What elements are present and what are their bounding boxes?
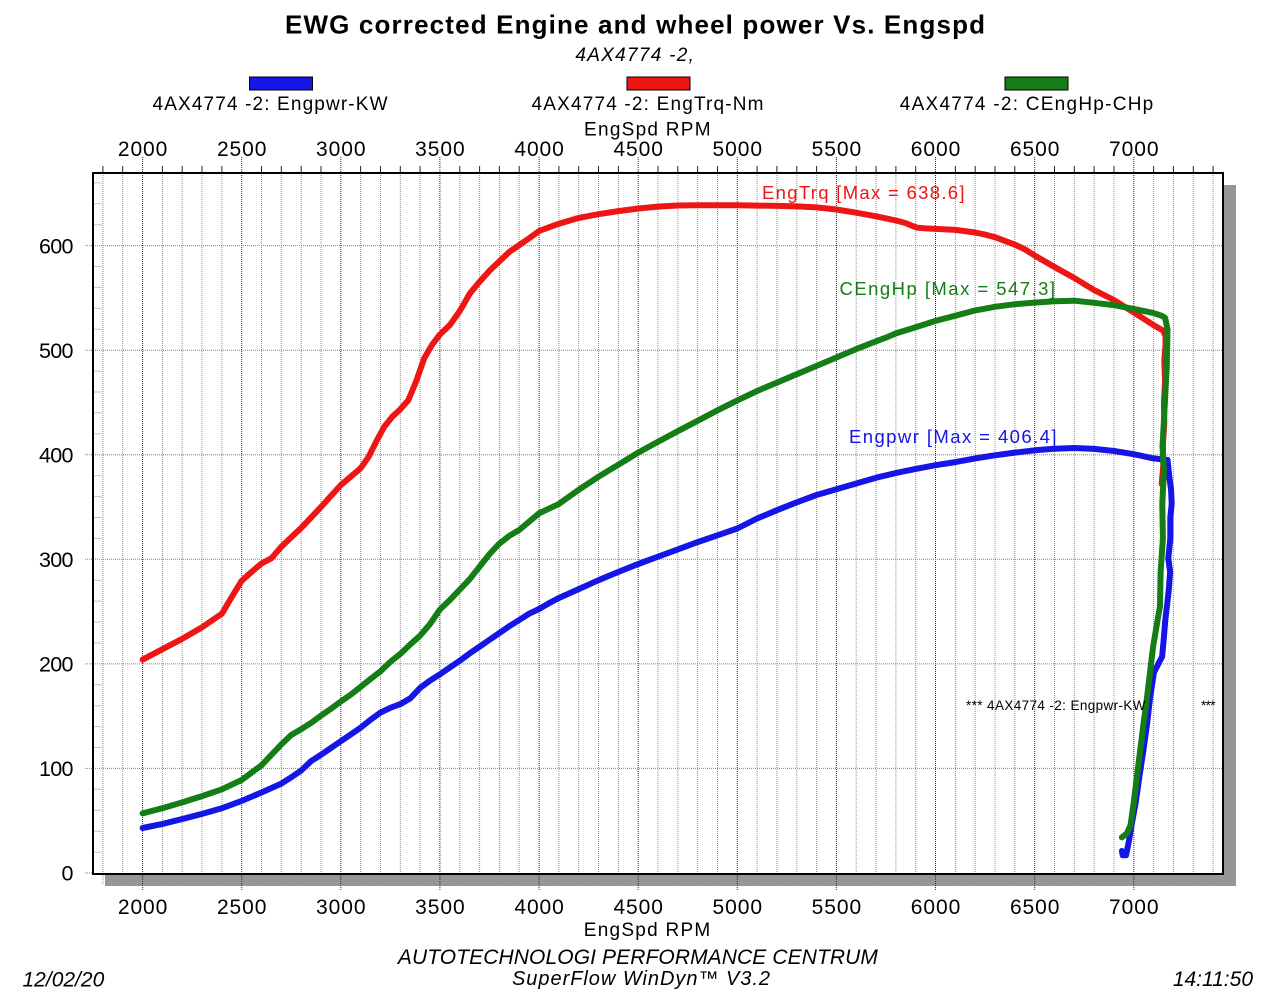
svg-text:4AX4774 -2: Engpwr-KW: 4AX4774 -2: Engpwr-KW xyxy=(153,94,388,115)
svg-text:4AX4774 -2: EngTrq-Nm: 4AX4774 -2: EngTrq-Nm xyxy=(532,94,764,115)
svg-text:200: 200 xyxy=(39,653,74,677)
svg-text:400: 400 xyxy=(39,443,74,467)
svg-text:3500: 3500 xyxy=(415,138,465,161)
svg-text:4000: 4000 xyxy=(514,896,564,919)
svg-text:12/02/20: 12/02/20 xyxy=(23,968,105,991)
svg-text:6500: 6500 xyxy=(1010,138,1060,161)
svg-text:4AX4774 -2,: 4AX4774 -2, xyxy=(575,45,694,66)
svg-text:5000: 5000 xyxy=(713,896,763,919)
svg-text:SuperFlow WinDyn™ V3.2: SuperFlow WinDyn™ V3.2 xyxy=(512,968,770,990)
svg-text:*** 4AX4774 -2: Engpwr-KW: *** 4AX4774 -2: Engpwr-KW xyxy=(966,698,1146,713)
svg-text:300: 300 xyxy=(39,548,74,572)
svg-text:EngTrq [Max = 638.6]: EngTrq [Max = 638.6] xyxy=(762,182,965,203)
svg-text:500: 500 xyxy=(39,339,74,363)
svg-text:100: 100 xyxy=(39,757,74,781)
svg-text:14:11:50: 14:11:50 xyxy=(1173,968,1254,991)
svg-text:3000: 3000 xyxy=(316,138,366,161)
svg-text:2000: 2000 xyxy=(118,138,168,161)
svg-text:6000: 6000 xyxy=(911,896,961,919)
svg-text:EngSpd RPM: EngSpd RPM xyxy=(584,920,711,941)
svg-text:3000: 3000 xyxy=(316,896,366,919)
svg-text:2000: 2000 xyxy=(118,896,168,919)
svg-text:6500: 6500 xyxy=(1010,896,1060,919)
svg-text:0: 0 xyxy=(62,862,74,886)
svg-text:Engpwr [Max = 406.4]: Engpwr [Max = 406.4] xyxy=(849,426,1057,447)
svg-text:2500: 2500 xyxy=(217,138,267,161)
svg-text:7000: 7000 xyxy=(1109,896,1159,919)
svg-text:2500: 2500 xyxy=(217,896,267,919)
svg-text:EWG corrected Engine and wheel: EWG corrected Engine and wheel power Vs.… xyxy=(285,10,985,40)
svg-text:7000: 7000 xyxy=(1109,138,1159,161)
svg-text:4500: 4500 xyxy=(613,896,663,919)
svg-text:5500: 5500 xyxy=(812,896,862,919)
svg-text:AUTOTECHNOLOGI PERFORMANCE CEN: AUTOTECHNOLOGI PERFORMANCE CENTRUM xyxy=(396,946,879,969)
svg-text:***: *** xyxy=(1201,698,1216,713)
svg-text:3500: 3500 xyxy=(415,896,465,919)
svg-text:CEngHp [Max = 547.3]: CEngHp [Max = 547.3] xyxy=(840,278,1056,299)
svg-text:600: 600 xyxy=(39,234,74,258)
svg-text:EngSpd RPM: EngSpd RPM xyxy=(584,120,711,141)
svg-text:4000: 4000 xyxy=(514,138,564,161)
svg-text:4500: 4500 xyxy=(613,138,663,161)
svg-text:6000: 6000 xyxy=(911,138,961,161)
svg-text:5000: 5000 xyxy=(713,138,763,161)
svg-text:5500: 5500 xyxy=(812,138,862,161)
svg-text:4AX4774 -2: CEngHp-CHp: 4AX4774 -2: CEngHp-CHp xyxy=(900,94,1154,115)
